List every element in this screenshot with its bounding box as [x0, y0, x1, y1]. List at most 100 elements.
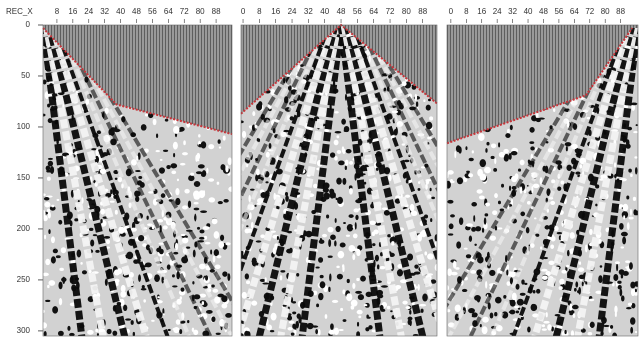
noise: [456, 241, 462, 249]
noise: [154, 274, 160, 282]
noise: [509, 271, 516, 278]
x-tick-label: 16: [68, 7, 77, 16]
noise: [135, 196, 140, 203]
noise: [265, 151, 270, 158]
noise: [172, 141, 178, 150]
noise: [175, 188, 180, 196]
noise: [509, 124, 513, 131]
noise: [197, 164, 205, 169]
noise: [485, 202, 491, 207]
noise: [342, 289, 346, 295]
noise: [423, 214, 429, 219]
noise: [533, 217, 537, 220]
noise: [531, 185, 534, 194]
noise: [319, 274, 324, 279]
noise: [193, 194, 201, 200]
noise: [503, 148, 509, 154]
wave-band: [56, 28, 195, 336]
noise: [324, 128, 330, 133]
noise: [141, 284, 145, 289]
noise: [620, 273, 624, 279]
noise: [508, 153, 512, 160]
noise: [193, 207, 200, 211]
noise: [431, 196, 436, 200]
noise: [427, 273, 434, 276]
noise: [210, 249, 213, 255]
noise: [337, 250, 345, 259]
noise: [222, 135, 226, 141]
noise: [317, 329, 321, 336]
wave-band: [43, 28, 109, 336]
noise: [138, 176, 143, 179]
noise: [539, 177, 543, 185]
x-tick-label: 16: [271, 7, 280, 16]
noise: [265, 181, 269, 184]
noise: [490, 155, 495, 159]
wave-band: [363, 25, 437, 336]
noise: [566, 249, 570, 257]
noise: [613, 162, 617, 168]
wave-band: [253, 25, 339, 336]
noise: [171, 170, 177, 175]
wave-band: [275, 25, 342, 336]
noise: [447, 180, 451, 189]
y-tick-label: 150: [17, 173, 31, 182]
noise: [566, 164, 572, 171]
noise: [630, 102, 638, 106]
noise: [429, 187, 432, 192]
noise: [306, 322, 314, 330]
noise: [524, 282, 528, 286]
noise: [626, 195, 630, 200]
noise: [173, 125, 180, 134]
noise: [164, 118, 169, 122]
noise: [389, 252, 395, 258]
noise: [192, 281, 195, 285]
y-tick-label: 0: [26, 20, 31, 29]
noise: [198, 190, 206, 199]
noise: [95, 328, 99, 333]
noise: [550, 200, 556, 206]
noise: [482, 316, 489, 323]
noise: [447, 199, 454, 204]
noise: [227, 273, 231, 282]
noise: [631, 302, 636, 309]
noise: [329, 273, 332, 282]
noise: [337, 196, 344, 205]
x-tick-label: 80: [196, 7, 205, 16]
noise: [463, 247, 468, 250]
noise: [63, 156, 67, 159]
noise: [497, 200, 501, 205]
x-tick-label: 80: [402, 7, 411, 16]
noise: [157, 219, 164, 223]
noise: [489, 269, 496, 276]
noise: [190, 172, 195, 176]
noise: [532, 183, 540, 189]
noise: [544, 165, 549, 174]
noise: [586, 116, 591, 120]
noise: [454, 150, 457, 159]
noise: [219, 318, 225, 327]
noise: [241, 250, 245, 259]
noise: [356, 248, 361, 257]
noise: [43, 113, 46, 117]
noise: [106, 246, 110, 249]
first-break-picks: [446, 27, 634, 145]
noise: [252, 111, 256, 117]
wave-band: [343, 25, 429, 336]
noise: [96, 130, 102, 135]
noise: [339, 242, 346, 248]
noise: [589, 321, 595, 328]
noise: [471, 202, 478, 207]
noise: [220, 164, 226, 171]
noise: [545, 312, 548, 318]
noise: [344, 93, 348, 101]
noise: [46, 176, 51, 181]
noise: [620, 231, 628, 237]
x-tick-label: 56: [353, 7, 362, 16]
noise: [286, 248, 293, 254]
noise: [626, 222, 630, 231]
noise: [410, 210, 418, 217]
noise: [74, 218, 79, 222]
wave-band: [59, 28, 217, 336]
noise: [182, 205, 188, 210]
